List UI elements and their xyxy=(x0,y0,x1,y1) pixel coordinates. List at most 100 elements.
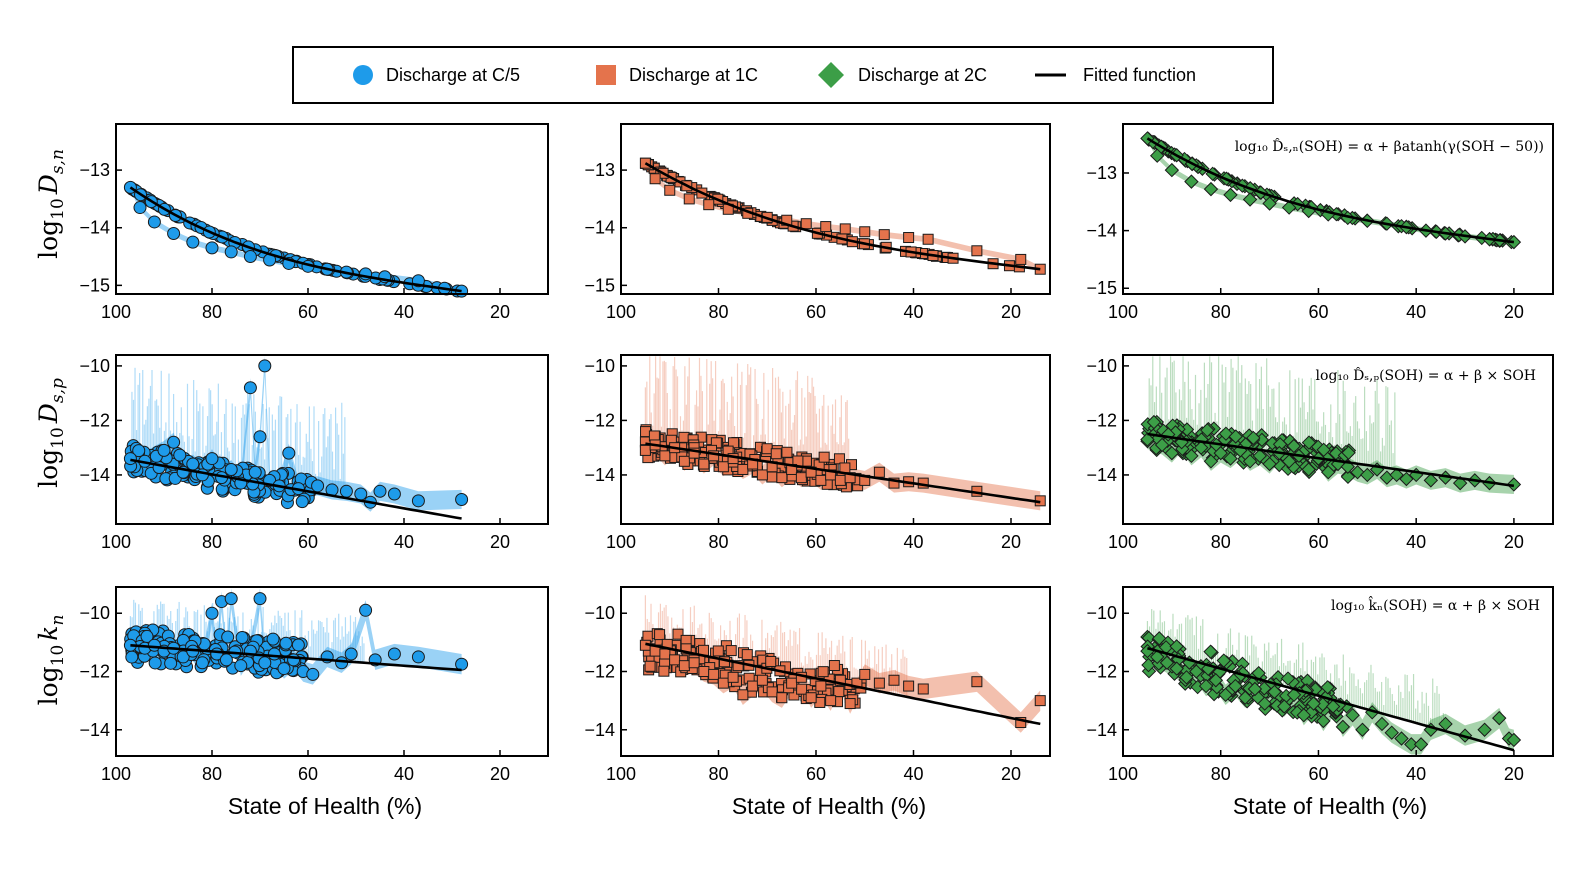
x-tick-label: 40 xyxy=(1406,302,1426,322)
data-point xyxy=(1301,462,1316,477)
svg-text:log10Ds,p: log10 Ds,p xyxy=(34,378,68,488)
y-tick-label: −12 xyxy=(584,662,615,682)
data-point xyxy=(186,235,200,249)
axes-frame xyxy=(620,123,1051,295)
data-point xyxy=(766,471,778,483)
data-point xyxy=(833,453,845,465)
row-label-2-base: log xyxy=(34,666,63,705)
data-point xyxy=(717,461,729,473)
y-tick-label: −13 xyxy=(79,160,110,180)
data-point xyxy=(648,430,660,442)
data-point xyxy=(765,655,777,667)
x-tick-label: 20 xyxy=(490,764,510,784)
uncertainty-band xyxy=(645,160,1041,273)
data-point xyxy=(1189,664,1204,679)
data-point xyxy=(1404,737,1419,752)
x-tick-label: 40 xyxy=(903,532,923,552)
data-point xyxy=(664,184,676,196)
y-tick-label: −14 xyxy=(584,720,615,740)
y-tick-label: −14 xyxy=(1086,221,1117,241)
data-point xyxy=(1492,710,1507,726)
x-tick-label: 40 xyxy=(903,302,923,322)
data-point xyxy=(795,472,807,484)
data-point xyxy=(873,677,885,689)
data-point xyxy=(1423,473,1439,488)
data-point xyxy=(133,201,147,215)
data-point xyxy=(717,677,729,689)
svg-text:log10kn: log10 kn xyxy=(34,615,68,706)
x-tick-label: 40 xyxy=(1406,532,1426,552)
data-point xyxy=(688,447,700,459)
data-point xyxy=(167,435,181,449)
data-point xyxy=(805,692,817,704)
data-point xyxy=(186,457,200,471)
data-point xyxy=(796,683,808,695)
data-point xyxy=(922,233,934,245)
data-point xyxy=(888,674,900,686)
data-point xyxy=(1237,690,1253,705)
data-point xyxy=(1140,432,1155,447)
x-tick-label: 60 xyxy=(1308,302,1328,322)
data-point xyxy=(1345,707,1360,723)
data-point xyxy=(279,636,293,650)
data-point xyxy=(1306,696,1321,711)
data-point xyxy=(1015,716,1027,728)
data-point xyxy=(1203,454,1219,469)
legend-marker-2c xyxy=(818,62,844,88)
panels: 100 80 60 40 20 −13 −14 −15 100 80 60 40 20 −13 −14 −15… xyxy=(79,123,1554,784)
data-point xyxy=(295,495,309,509)
equation-dsn: log₁₀ D̂ₛ,ₙ(SOH) = α + βatanh(γ(SOH − 50… xyxy=(1235,137,1544,155)
row-label-2-sub: n xyxy=(48,615,68,626)
data-point xyxy=(1015,253,1027,265)
x-tick-label: 60 xyxy=(806,764,826,784)
x-tick-label: 20 xyxy=(1001,532,1021,552)
y-tick-label: −15 xyxy=(79,275,110,295)
fitted-curve xyxy=(645,642,1041,726)
data-point xyxy=(815,474,827,486)
y-tick-label: −10 xyxy=(1086,603,1117,623)
data-point xyxy=(205,241,219,255)
data-point xyxy=(1399,471,1414,487)
x-tick-label: 80 xyxy=(708,764,728,784)
data-point xyxy=(1169,661,1184,676)
panel-r0-c2: 100 80 60 40 20 −13 −14 −15 xyxy=(1086,123,1554,322)
data-point xyxy=(786,677,798,689)
data-point xyxy=(455,492,469,506)
data-point xyxy=(359,603,373,617)
y-tick-label: −10 xyxy=(1086,356,1117,376)
y-tick-label: −14 xyxy=(79,465,110,485)
data-point xyxy=(1296,707,1312,723)
data-point xyxy=(176,650,190,664)
legend-label-c5: Discharge at C/5 xyxy=(386,65,520,85)
data-point xyxy=(1223,187,1238,203)
legend-label-1c: Discharge at 1C xyxy=(629,65,758,85)
data-point xyxy=(678,660,690,672)
data-point xyxy=(221,630,235,644)
fitted-curve xyxy=(130,458,462,520)
x-tick-label: 20 xyxy=(1504,302,1524,322)
data-point xyxy=(654,629,666,641)
data-point xyxy=(335,656,349,670)
data-point xyxy=(1164,162,1180,178)
data-point xyxy=(411,494,425,508)
legend-box xyxy=(292,46,1274,104)
data-point xyxy=(387,647,401,661)
y-tick-label: −13 xyxy=(584,160,615,180)
data-point xyxy=(703,199,715,211)
y-tick-label: −10 xyxy=(584,356,615,376)
data-point xyxy=(224,592,238,606)
axes-frame xyxy=(115,586,549,757)
x-tick-label: 100 xyxy=(1108,764,1138,784)
panel-r2-c0: 100 80 60 40 20 −10 −12 −14 xyxy=(79,586,549,784)
data-point xyxy=(756,674,768,686)
data-point xyxy=(123,452,137,466)
uncertainty-band xyxy=(1147,135,1514,246)
data-point xyxy=(817,666,829,678)
data-point xyxy=(205,606,219,620)
y-tick-label: −15 xyxy=(1086,278,1117,298)
data-point xyxy=(354,487,368,501)
data-point xyxy=(253,592,267,606)
row-label-1: log10 Ds,p xyxy=(34,378,68,488)
y-tick-label: −14 xyxy=(1086,720,1117,740)
equation-kn: log₁₀ k̂ₙ(SOH) = α + β × SOH xyxy=(1331,595,1540,614)
